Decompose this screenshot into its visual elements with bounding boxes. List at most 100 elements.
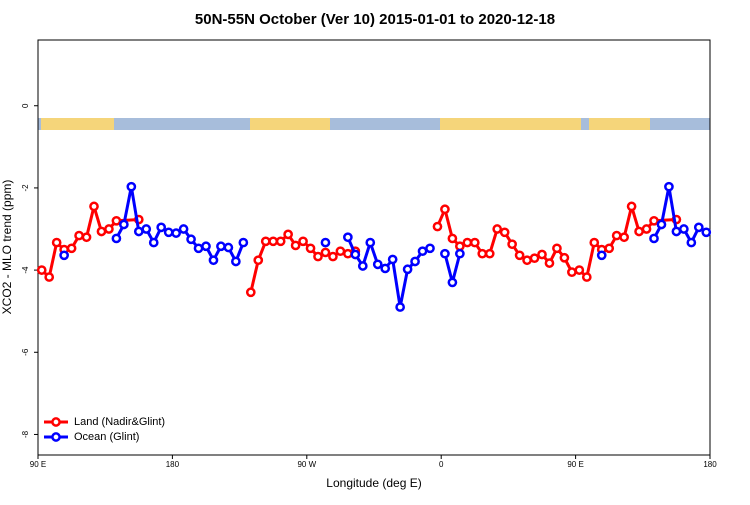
y-tick-label: 0: [21, 103, 30, 108]
point: [649, 215, 659, 226]
ocean-strip: [38, 118, 41, 130]
x-tick-label: 90 E: [567, 460, 583, 469]
point: [335, 246, 346, 257]
point: [81, 232, 92, 243]
point: [626, 201, 637, 212]
point: [328, 251, 338, 262]
point: [208, 255, 219, 266]
series-line: [115, 185, 245, 263]
point: [589, 237, 600, 248]
point: [44, 272, 55, 282]
point: [701, 227, 712, 238]
point: [96, 226, 107, 237]
point: [604, 243, 615, 254]
y-tick-label: -6: [21, 348, 30, 356]
x-tick-label: 90 E: [30, 460, 46, 469]
point: [529, 253, 540, 264]
point: [104, 224, 114, 234]
point: [119, 219, 129, 230]
point: [231, 256, 241, 267]
point: [507, 239, 517, 250]
chart-title: 50N-55N October (Ver 10) 2015-01-01 to 2…: [195, 11, 555, 28]
legend-marker: [51, 417, 61, 427]
point: [357, 261, 368, 271]
point: [581, 272, 592, 282]
ocean-strip: [650, 118, 710, 130]
point: [350, 249, 361, 260]
point: [484, 248, 495, 259]
point: [679, 224, 689, 234]
point: [298, 236, 308, 247]
point: [186, 234, 196, 245]
plot-frame: [37, 39, 711, 456]
point: [664, 181, 674, 192]
legend-label: Land (Nadir&Glint): [74, 416, 165, 428]
point: [552, 243, 562, 254]
point: [178, 224, 189, 234]
point: [440, 204, 450, 215]
point: [111, 233, 122, 244]
x-axis-label: Longitude (deg E): [326, 476, 421, 490]
point: [395, 302, 405, 312]
point: [290, 240, 301, 251]
point: [163, 227, 174, 238]
point: [634, 226, 644, 237]
point: [59, 250, 69, 261]
point: [260, 236, 271, 247]
point: [36, 265, 47, 275]
point: [619, 232, 629, 243]
point: [133, 226, 144, 237]
land-ocean-strip: [38, 118, 710, 130]
point: [387, 254, 398, 265]
point: [245, 287, 256, 298]
point: [156, 222, 167, 233]
x-tick-label: 180: [166, 460, 180, 469]
point: [455, 248, 465, 259]
point: [275, 236, 286, 247]
point: [649, 233, 659, 244]
point: [126, 181, 137, 192]
point: [141, 224, 152, 234]
point: [238, 237, 249, 248]
point: [320, 247, 331, 258]
point: [567, 267, 577, 278]
point: [66, 243, 77, 254]
point: [313, 251, 323, 262]
point: [89, 201, 99, 212]
point: [425, 243, 435, 254]
legend-marker: [51, 432, 61, 442]
point: [462, 237, 473, 248]
x-tick-label: 90 W: [297, 460, 316, 469]
point: [559, 252, 570, 263]
point: [343, 232, 353, 243]
point: [283, 229, 293, 240]
legend-label: Ocean (Glint): [74, 431, 139, 443]
y-tick-label: -4: [21, 266, 30, 274]
ocean-strip: [581, 118, 589, 130]
point: [201, 241, 211, 252]
point: [544, 258, 555, 268]
point: [492, 224, 503, 234]
point: [641, 224, 652, 234]
point: [656, 219, 667, 230]
point: [537, 249, 547, 260]
point: [380, 263, 391, 274]
series-line: [346, 236, 431, 309]
point: [417, 246, 428, 257]
point: [372, 259, 383, 270]
x-tick-label: 180: [703, 460, 717, 469]
point: [171, 228, 181, 238]
point: [51, 237, 62, 248]
point: [402, 264, 413, 275]
y-tick-label: -2: [21, 184, 30, 192]
point: [193, 243, 204, 254]
x-tick-label: 0: [439, 460, 444, 469]
point: [514, 250, 525, 261]
point: [223, 242, 234, 253]
point: [343, 248, 353, 259]
point: [216, 241, 226, 252]
point: [440, 248, 450, 259]
point: [574, 265, 585, 275]
